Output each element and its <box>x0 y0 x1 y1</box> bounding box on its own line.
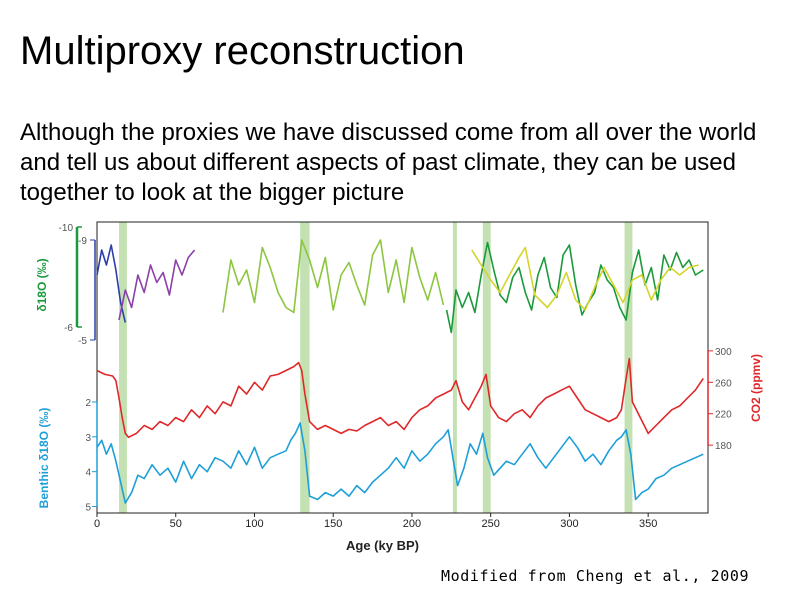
series-line-4 <box>445 241 704 334</box>
series-line-6 <box>96 357 704 439</box>
d18o-axis-label: δ18O (‰) <box>35 258 49 311</box>
co2-tick-label: 260 <box>715 378 732 389</box>
series-line-7 <box>96 422 704 504</box>
benthic-tick-label: 5 <box>85 503 91 514</box>
benthic-tick-label: 4 <box>85 468 91 479</box>
termination-band-2 <box>300 222 310 513</box>
series-line-2 <box>118 249 196 321</box>
plot-frame <box>96 221 709 514</box>
benthic-axis-label: Benthic δ18O (‰) <box>37 408 51 509</box>
chart-axes: 0 50 100 150 200 250 300 350 -9 -5 -10 -6 2 3 4 5 300 260… <box>59 221 732 530</box>
slide-body-text: Although the proxies we have discussed c… <box>20 119 757 206</box>
x-tick-label: 250 <box>482 518 500 530</box>
x-tick-label: 200 <box>403 518 421 530</box>
x-tick-label: 50 <box>170 518 182 530</box>
termination-band-1 <box>119 222 127 513</box>
co2-tick-label: 300 <box>715 347 732 358</box>
x-tick-label: 150 <box>324 518 342 530</box>
x-tick-label: 0 <box>94 518 100 530</box>
d18o-outer-tick-label: -10 <box>59 223 74 234</box>
d18o-inner-tick-label: -9 <box>78 236 87 247</box>
benthic-tick-label: 3 <box>85 433 91 444</box>
co2-tick-label: 220 <box>715 410 732 421</box>
citation: Modified from Cheng et al., 2009 <box>441 567 750 585</box>
x-tick-label: 350 <box>639 518 657 530</box>
co2-tick-label: 180 <box>715 441 732 452</box>
d18o-inner-tick-label: -5 <box>78 336 87 347</box>
x-tick-label: 100 <box>245 518 263 530</box>
d18o-outer-tick-label: -6 <box>64 323 73 334</box>
series-line-3 <box>222 239 445 314</box>
slide-title: Multiproxy reconstruction <box>20 29 465 73</box>
x-tick-label: 300 <box>560 518 578 530</box>
termination-band-4 <box>482 222 491 513</box>
series-line-1 <box>96 244 127 323</box>
chart-axis-labels: Age (ky BP) δ18O (‰) Benthic δ18O (‰) CO2 (… <box>35 258 763 553</box>
chart-series <box>96 239 704 504</box>
co2-axis-label: CO2 (ppmv) <box>749 354 763 422</box>
termination-band-3 <box>452 222 457 513</box>
benthic-tick-label: 2 <box>85 398 91 409</box>
series-line-5 <box>471 246 699 311</box>
x-axis-label: Age (ky BP) <box>346 538 419 553</box>
